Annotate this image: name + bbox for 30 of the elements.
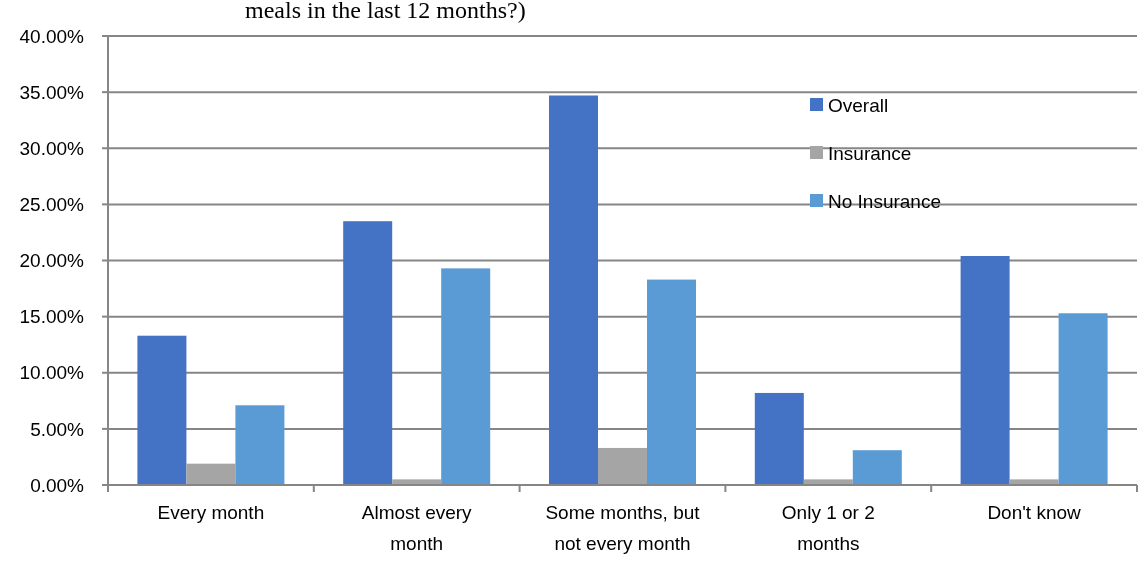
bar [598,447,647,485]
bar [549,95,598,485]
bar [186,463,236,485]
bar [343,221,393,485]
bar [647,279,696,485]
y-tick-label: 35.00% [19,81,85,103]
bar [235,405,285,485]
legend-label: Overall [828,94,889,116]
x-tick-label: Every month [157,502,265,523]
x-tick-label: Only 1 or 2 months [781,502,875,554]
bar [1058,313,1108,485]
y-tick-label: 5.00% [30,418,85,440]
bar [754,392,804,485]
y-tick-label: 30.00% [19,137,85,159]
y-tick-label: 20.00% [19,250,85,272]
bar [960,256,1010,485]
y-tick-label: 25.00% [19,194,85,216]
bar [852,450,902,485]
y-tick-label: 0.00% [30,474,85,496]
y-tick-label: 40.00% [19,25,85,47]
x-tick-label: Almost every month [361,502,473,554]
y-tick-label: 15.00% [19,306,85,328]
y-tick-label: 10.00% [19,362,85,384]
bar [441,268,491,485]
chart-title: meals in the last 12 months?) [245,0,526,23]
legend-label: Insurance [828,142,912,164]
legend-label: No Insurance [828,190,942,212]
bar [137,335,187,485]
x-tick-label: Don't know [987,502,1082,523]
x-tick-label: Some months, but not every month [545,502,701,554]
